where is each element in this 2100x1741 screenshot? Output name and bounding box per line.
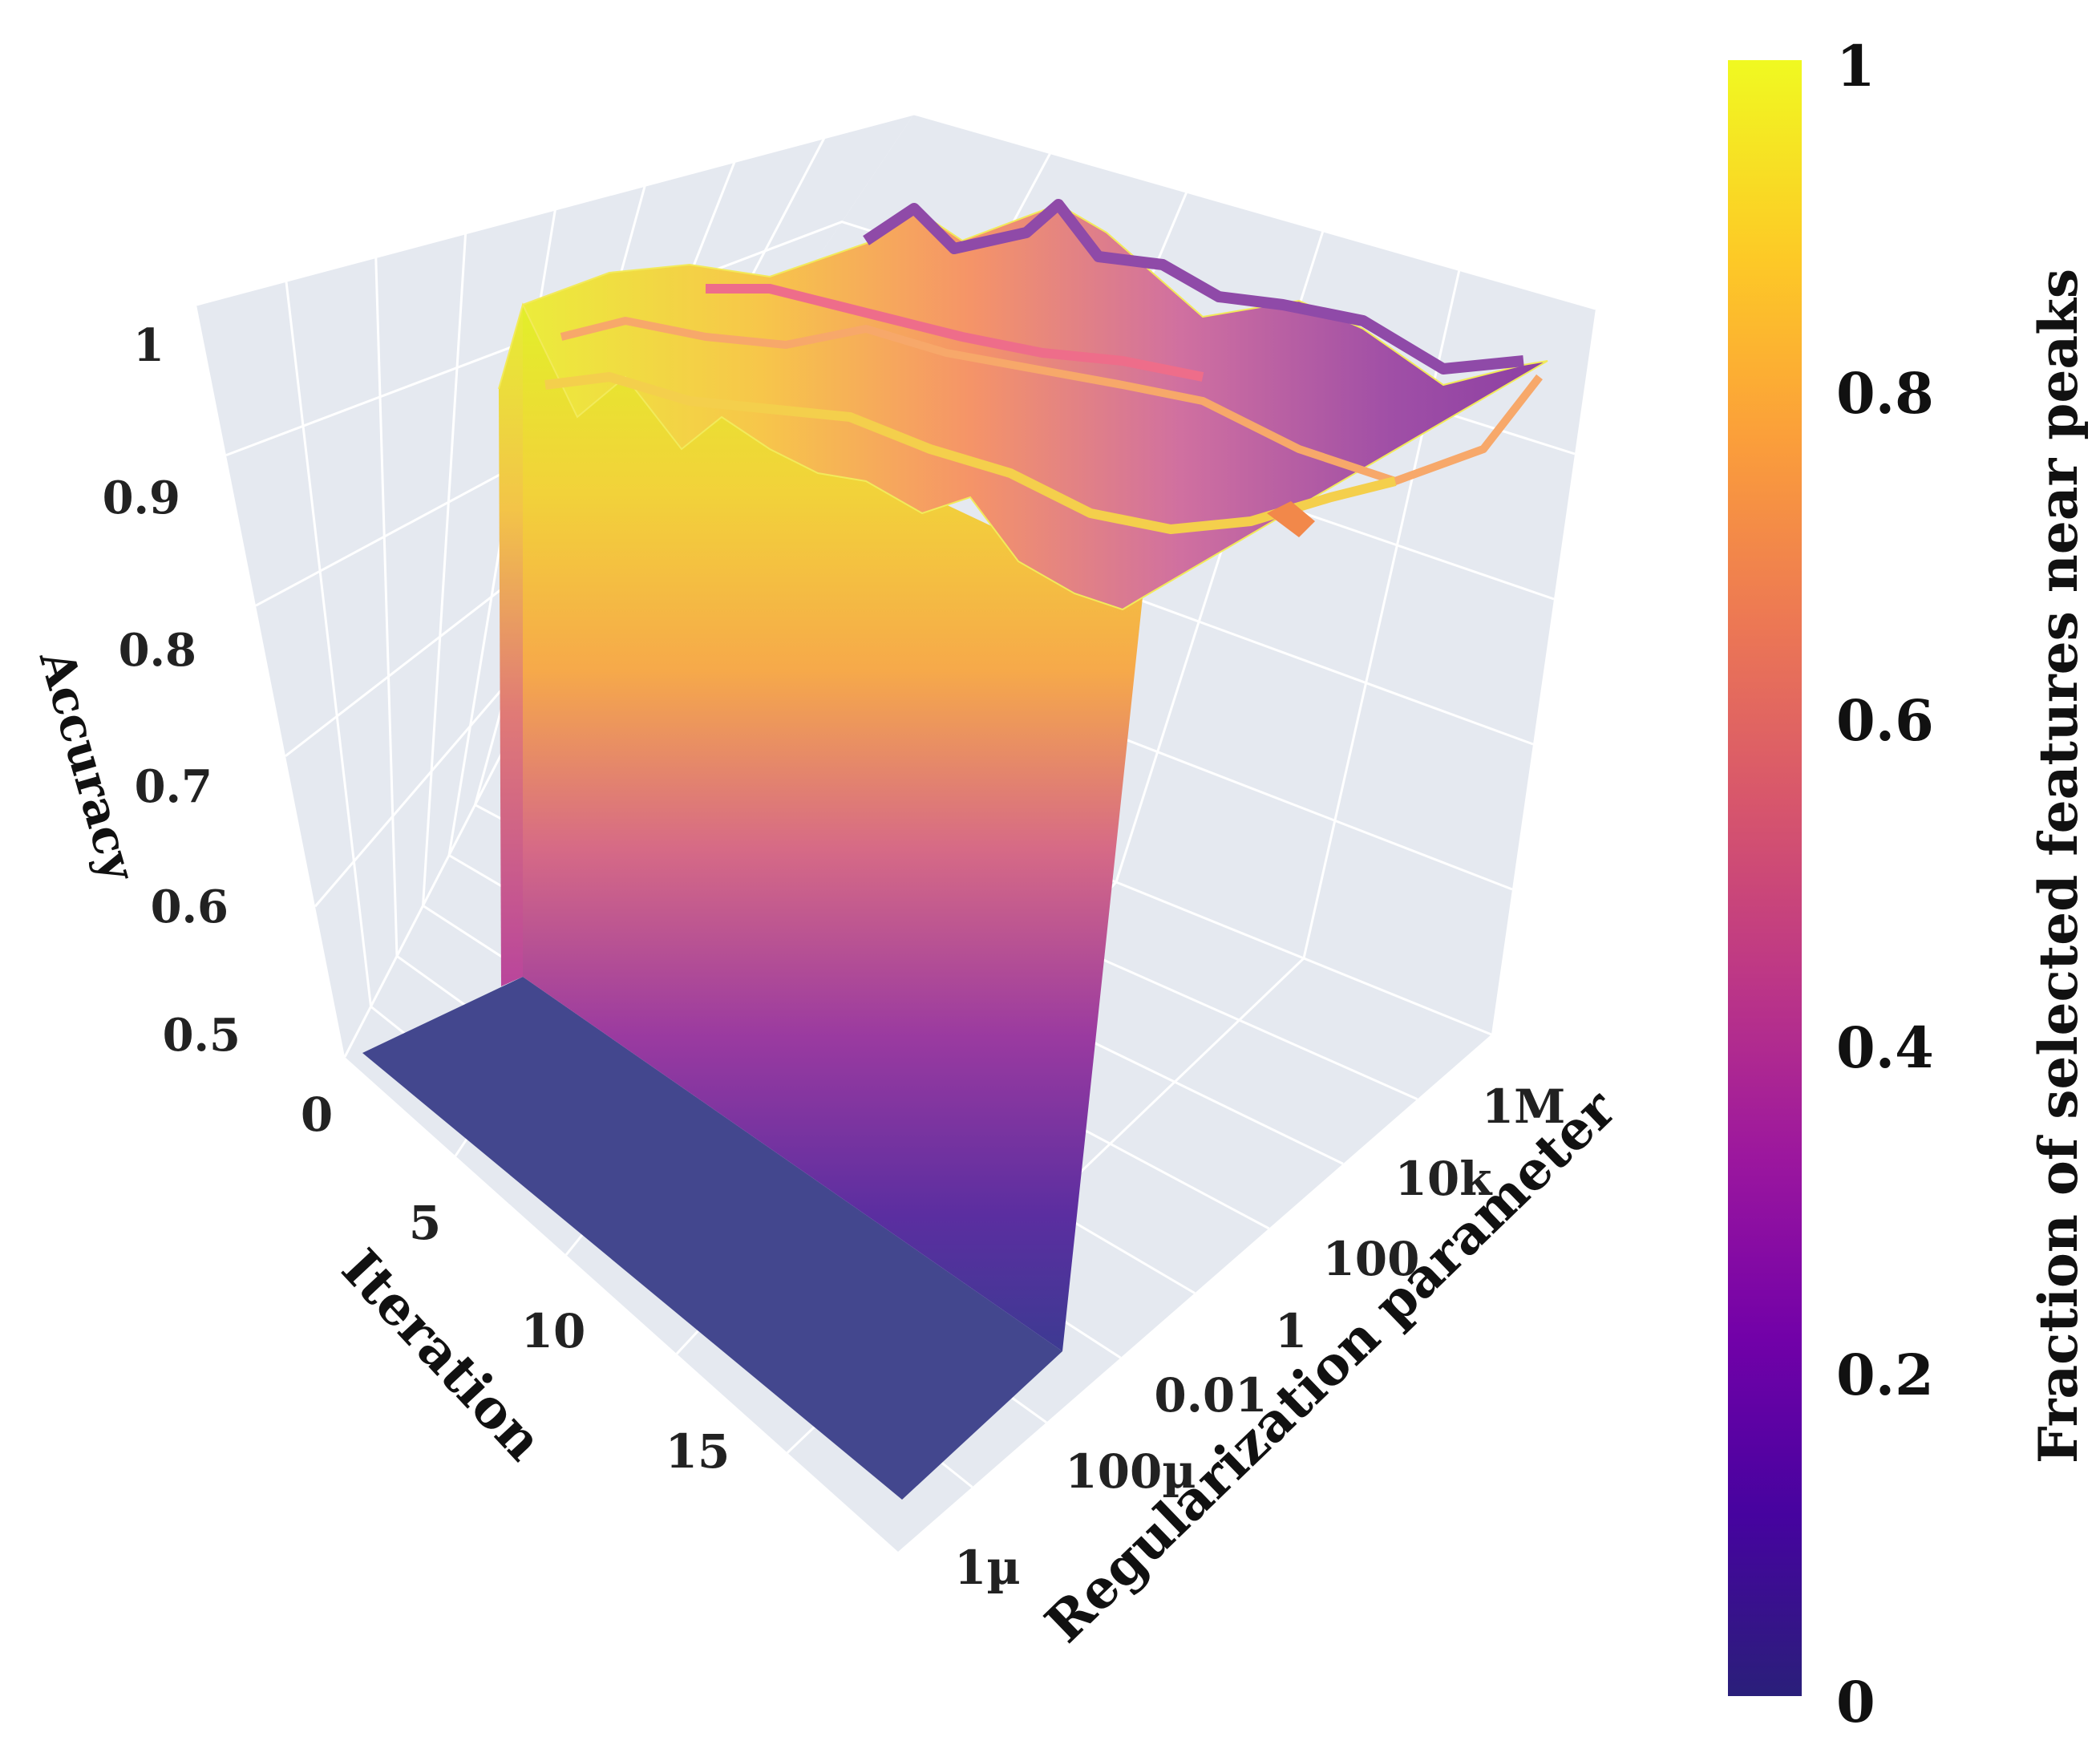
colorbar-title: Fraction of selected features near peaks: [2027, 269, 2090, 1464]
ridge-line: [544, 372, 1397, 534]
regularization-tick-label: 100: [1322, 1232, 1419, 1286]
colorbar-tick-label: 0.8: [1836, 360, 1934, 427]
accuracy-tick-label: 0.5: [163, 1009, 241, 1062]
plateau-surface: [498, 199, 1548, 611]
colorbar: [1728, 60, 1802, 1696]
accuracy-tick-label: 1: [133, 319, 164, 372]
ridge-line: [706, 284, 1204, 382]
iteration-tick-label: 15: [666, 1424, 730, 1479]
regularization-tick-label: 10k: [1395, 1152, 1494, 1206]
colorbar-gradient: [1728, 60, 1802, 1696]
regularization-tick-label: 1µ: [954, 1541, 1021, 1595]
colorbar-tick-label: 1: [1836, 33, 1875, 99]
ridge-line: [863, 199, 1524, 375]
regularization-tick-label: 1M: [1482, 1079, 1566, 1134]
colorbar-tick-label: 0: [1836, 1669, 1875, 1735]
iteration-tick-label: 5: [409, 1196, 441, 1250]
colorbar-tick-label: 0.2: [1836, 1342, 1934, 1408]
regularization-tick-label: 1: [1275, 1304, 1307, 1358]
floor-surface: [362, 977, 1062, 1500]
accuracy-tick-label: 0.9: [103, 472, 180, 524]
iteration-tick-label: 10: [521, 1304, 586, 1358]
accuracy-axis-title: Accuracy: [29, 643, 148, 888]
accuracy-gridline: [196, 112, 1596, 310]
iteration-tick-label: 0: [301, 1087, 333, 1142]
accuracy-tick-label: 0.8: [119, 624, 196, 677]
regularization-tick-label: 0.01: [1154, 1368, 1267, 1423]
side-wall-surface: [499, 305, 523, 986]
front-wall-surface: [523, 305, 1143, 1351]
regularization-tick-label: 100µ: [1065, 1444, 1196, 1499]
plateau-dip: [1267, 501, 1315, 537]
accuracy-tick-label: 0.7: [135, 760, 212, 813]
colorbar-tick-label: 0.6: [1836, 687, 1934, 754]
accuracy-tick-label: 0.6: [151, 881, 229, 933]
colorbar-tick-label: 0.4: [1836, 1014, 1934, 1081]
